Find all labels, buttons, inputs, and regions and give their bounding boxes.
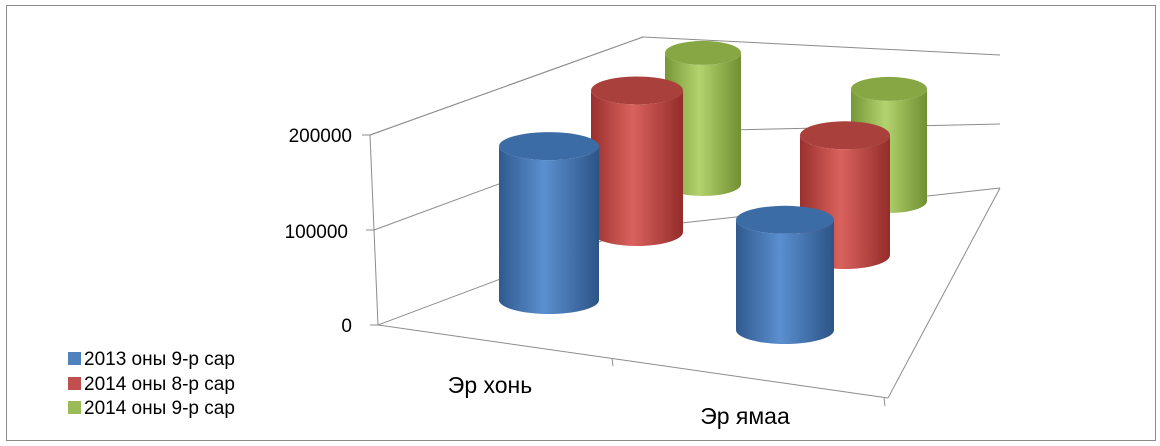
- cylinder-top: [736, 205, 834, 234]
- legend-swatch-2013-9: [68, 352, 81, 365]
- y-tick-label: 200000: [289, 126, 352, 147]
- cylinder-body: [591, 90, 683, 246]
- cylinder-bar: [499, 132, 599, 314]
- x-tick-right: [883, 397, 886, 407]
- legend-label: 2014 оны 8-р сар: [84, 374, 235, 395]
- y-tick-label: 100000: [285, 222, 348, 243]
- cylinder-top: [499, 132, 599, 161]
- cylinder-body: [665, 52, 741, 197]
- y-tick-label: 0: [341, 316, 352, 337]
- legend-label: 2013 оны 9-р сар: [84, 349, 235, 370]
- cylinder-top: [591, 76, 683, 105]
- back-wall-top: [642, 36, 1001, 56]
- cylinder-top: [665, 40, 741, 65]
- floor-right-edge: [887, 187, 1001, 399]
- legend-swatch-2014-9: [68, 401, 81, 414]
- category-label: Эр хонь: [448, 372, 532, 398]
- legend: 2013 оны 9-р сар 2014 оны 8-р сар 2014 о…: [68, 349, 235, 419]
- cylinder-bar: [665, 40, 741, 197]
- x-tick-mid: [611, 357, 614, 367]
- cylinder-top: [800, 121, 890, 150]
- category-label: Эр ямаа: [700, 403, 790, 429]
- bars-group: [499, 40, 927, 344]
- gridline-200000: [369, 36, 644, 136]
- legend-swatch-2014-8: [68, 377, 81, 390]
- cylinder-top: [851, 76, 927, 101]
- legend-label: 2014 оны 9-р сар: [84, 398, 235, 419]
- cylinder-body: [736, 219, 834, 344]
- x-axis-labels: Эр хонь Эр ямаа: [448, 372, 790, 429]
- y-axis-labels: 200000 100000 0: [285, 126, 352, 337]
- floor-front-edge: [377, 324, 889, 399]
- cylinder-bar: [591, 76, 683, 246]
- cylinder-body: [499, 146, 599, 314]
- cylinder-bar: [736, 205, 834, 344]
